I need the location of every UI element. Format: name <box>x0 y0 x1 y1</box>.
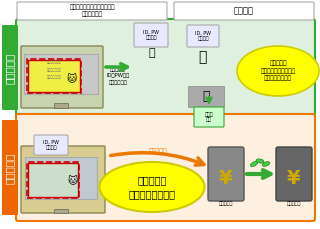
Text: 従来の手口: 従来の手口 <box>5 52 15 84</box>
Bar <box>27 59 81 93</box>
FancyBboxPatch shape <box>2 120 18 215</box>
Text: ¥: ¥ <box>287 169 301 188</box>
FancyBboxPatch shape <box>188 87 225 107</box>
Ellipse shape <box>256 159 264 163</box>
Text: ID, PW
情報窃取: ID, PW 情報窃取 <box>43 140 59 150</box>
Bar <box>24 54 98 94</box>
FancyBboxPatch shape <box>16 114 315 221</box>
FancyBboxPatch shape <box>276 147 312 201</box>
Bar <box>54 209 68 213</box>
Ellipse shape <box>237 46 319 96</box>
Text: ID, PW
情報窃取: ID, PW 情報窃取 <box>195 31 211 41</box>
Text: 口座に接続: 口座に接続 <box>148 148 167 154</box>
Text: ーーーーーーー: ーーーーーーー <box>47 68 61 72</box>
FancyBboxPatch shape <box>208 147 244 201</box>
Text: ID, PW
情報窃取: ID, PW 情報窃取 <box>143 30 159 40</box>
FancyBboxPatch shape <box>194 107 224 127</box>
FancyBboxPatch shape <box>21 46 103 108</box>
FancyBboxPatch shape <box>34 135 68 155</box>
Text: 犯罪者が、
窃取した情報を用いて
手動で送金する。: 犯罪者が、 窃取した情報を用いて 手動で送金する。 <box>260 61 295 81</box>
FancyBboxPatch shape <box>187 25 219 47</box>
Text: 🐸: 🐸 <box>198 50 206 64</box>
Text: ーーーーーーー: ーーーーーーー <box>47 75 61 79</box>
Text: ¥: ¥ <box>219 169 233 188</box>
FancyBboxPatch shape <box>17 2 167 20</box>
Text: ウイルスが
自動で送金する。: ウイルスが 自動で送金する。 <box>129 175 175 199</box>
Text: 口座に
接続: 口座に 接続 <box>205 112 213 122</box>
Text: 📡: 📡 <box>149 48 155 58</box>
FancyBboxPatch shape <box>21 146 105 213</box>
Text: 新しい手口: 新しい手口 <box>5 152 15 184</box>
Text: 🐱: 🐱 <box>68 176 78 186</box>
Text: 🐱: 🐱 <box>67 74 77 84</box>
Text: ウイルスが
ID、PW等を
犯罪者に送信: ウイルスが ID、PW等を 犯罪者に送信 <box>106 67 130 85</box>
Bar <box>27 162 79 198</box>
Bar <box>28 163 78 197</box>
Text: 犯罪者口座: 犯罪者口座 <box>287 201 301 206</box>
Ellipse shape <box>100 162 204 212</box>
Text: ウイルスによって表示される
偽の入力画面: ウイルスによって表示される 偽の入力画面 <box>69 5 115 17</box>
FancyBboxPatch shape <box>2 25 18 110</box>
Bar <box>25 157 97 199</box>
Text: 💻: 💻 <box>202 90 210 104</box>
Bar <box>54 103 68 108</box>
Bar <box>28 60 80 92</box>
Text: ーーーーーーー: ーーーーーーー <box>47 60 61 64</box>
Ellipse shape <box>250 161 258 167</box>
FancyBboxPatch shape <box>16 19 315 116</box>
Text: 送金処理: 送金処理 <box>234 6 254 16</box>
Text: 被害者口座: 被害者口座 <box>219 201 233 206</box>
Ellipse shape <box>262 162 270 166</box>
FancyBboxPatch shape <box>174 2 314 20</box>
FancyBboxPatch shape <box>134 23 168 47</box>
